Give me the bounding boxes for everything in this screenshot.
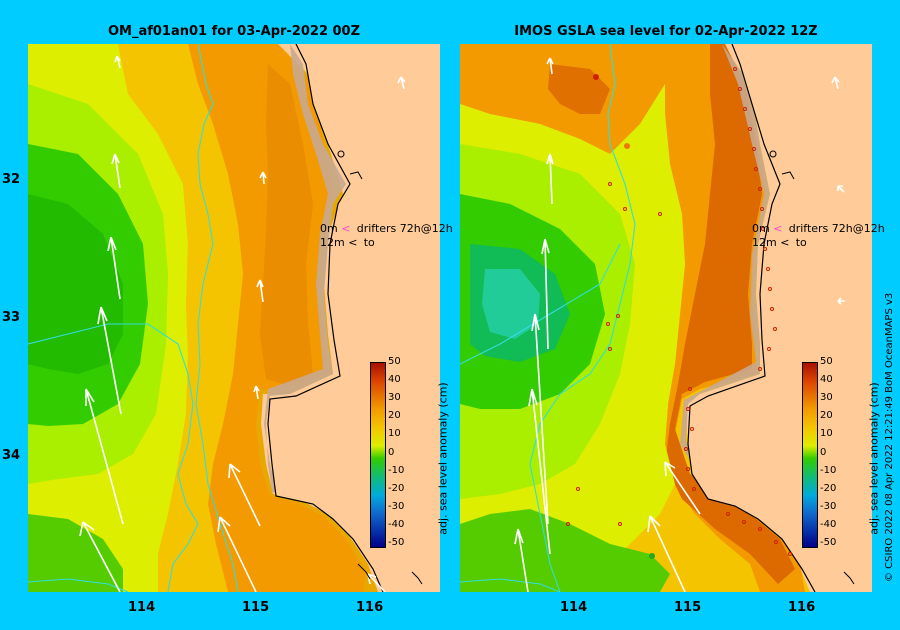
cb-tick: -20 — [820, 483, 837, 494]
cb-tick: 50 — [820, 356, 833, 367]
right-map-title: IMOS GSLA sea level for 02-Apr-2022 12Z — [514, 24, 818, 39]
left-colorbar-label: adj. sea level anomaly (cm) — [436, 382, 450, 535]
cb-tick: -50 — [820, 537, 837, 548]
credit-wrap: © CSIRO 2022 08 Apr 2022 12:21:49 BoM Oc… — [884, 0, 900, 630]
x-tick-115-left: 115 — [242, 600, 270, 615]
cb-tick: 30 — [388, 392, 401, 403]
left-legend-depth-0m: 0m — [320, 222, 338, 235]
right-colorbar — [802, 362, 818, 548]
x-tick-116-right: 116 — [788, 600, 816, 615]
left-legend-drifters-text: drifters 72h@12h — [356, 222, 453, 235]
cb-tick: 20 — [820, 410, 833, 421]
cb-tick: 40 — [820, 374, 833, 385]
credit-text: © CSIRO 2022 08 Apr 2022 12:21:49 BoM Oc… — [884, 292, 895, 582]
cb-tick: -10 — [820, 465, 837, 476]
cb-tick: 10 — [820, 428, 833, 439]
drifter-black-arrow-icon: < — [780, 236, 790, 249]
drifter-black-arrow-icon: < — [348, 236, 358, 249]
left-legend-depth-12m: 12m — [320, 236, 345, 249]
cb-tick: 0 — [820, 447, 827, 458]
right-legend-drifters-text: drifters 72h@12h — [788, 222, 885, 235]
left-colorbar — [370, 362, 386, 548]
cb-tick: -50 — [388, 537, 405, 548]
right-drifter-legend-line2: 12m < to — [752, 236, 807, 249]
drifter-pink-arrow-icon: < — [773, 222, 783, 235]
drifter-pink-arrow-icon: < — [341, 222, 351, 235]
cb-tick: -30 — [388, 501, 405, 512]
right-legend-to-text: to — [795, 236, 807, 249]
cb-tick: -40 — [388, 519, 405, 530]
cb-tick: 40 — [388, 374, 401, 385]
right-colorbar-label: adj. sea level anomaly (cm) — [867, 382, 881, 535]
y-tick-34: 34 — [2, 448, 21, 463]
left-sea-level-map — [28, 44, 440, 592]
left-drifter-legend-line1: 0m < drifters 72h@12h — [320, 222, 453, 235]
right-colorbar-label-wrap: adj. sea level anomaly (cm) — [846, 362, 881, 546]
x-tick-114-right: 114 — [560, 600, 588, 615]
cb-tick: -40 — [820, 519, 837, 530]
x-tick-114-left: 114 — [128, 600, 156, 615]
right-legend-depth-12m: 12m — [752, 236, 777, 249]
cb-tick: 0 — [388, 447, 395, 458]
right-legend-depth-0m: 0m — [752, 222, 770, 235]
y-tick-33: 33 — [2, 310, 21, 325]
left-legend-to-text: to — [363, 236, 375, 249]
cb-tick: 30 — [820, 392, 833, 403]
x-tick-116-left: 116 — [356, 600, 384, 615]
cb-tick: 20 — [388, 410, 401, 421]
left-drifter-legend-line2: 12m < to — [320, 236, 375, 249]
left-colorbar-label-wrap: adj. sea level anomaly (cm) — [415, 362, 450, 546]
right-drifter-legend-line1: 0m < drifters 72h@12h — [752, 222, 885, 235]
cb-tick: 10 — [388, 428, 401, 439]
cb-tick: 50 — [388, 356, 401, 367]
left-map-title: OM_af01an01 for 03-Apr-2022 00Z — [107, 24, 361, 39]
cb-tick: -20 — [388, 483, 405, 494]
x-tick-115-right: 115 — [674, 600, 702, 615]
cb-tick: -30 — [820, 501, 837, 512]
y-tick-32: 32 — [2, 172, 21, 187]
cb-tick: -10 — [388, 465, 405, 476]
